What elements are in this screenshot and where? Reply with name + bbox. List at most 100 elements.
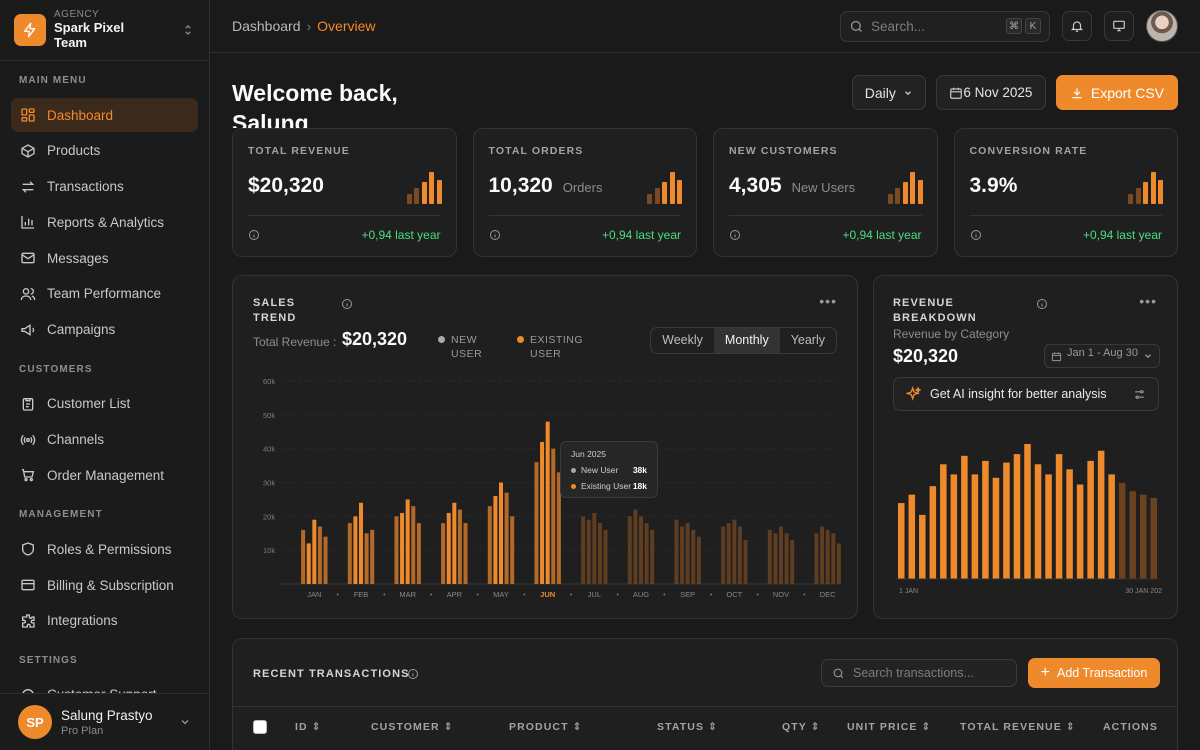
sales-trend-chart: 10k 20k 30k 40k 50k 60k JAN FEB MAR APR MAY JUN JUL A…: [263, 377, 841, 599]
bar: [992, 477, 1000, 579]
bar: [1087, 460, 1094, 579]
section-settings: SETTINGS: [19, 654, 78, 666]
bar: [510, 516, 515, 584]
sidebar-item-messages[interactable]: Messages: [11, 241, 198, 275]
tab-yearly[interactable]: Yearly: [790, 333, 825, 347]
column-qty[interactable]: QTY ⇕: [782, 721, 821, 733]
select-all-checkbox[interactable]: [253, 719, 267, 734]
bar: [674, 519, 679, 584]
bar: [370, 529, 375, 584]
x-tick-label: AUG: [633, 590, 649, 599]
section-customers: CUSTOMERS: [19, 363, 93, 375]
bar: [971, 474, 979, 579]
ai-insight-label: Get AI insight for better analysis: [930, 387, 1107, 401]
bar: [1108, 474, 1115, 579]
sidebar-item-order-management[interactable]: Order Management: [11, 458, 198, 492]
search-icon: [850, 20, 862, 32]
breadcrumb-current: Overview: [317, 18, 376, 34]
sort-icon: ⇕: [921, 720, 932, 733]
bar: [586, 519, 591, 584]
more-options-icon[interactable]: •••: [819, 293, 837, 309]
info-icon[interactable]: [970, 229, 982, 241]
bar: [312, 519, 317, 584]
info-icon[interactable]: [729, 229, 741, 241]
more-options-icon[interactable]: •••: [1139, 293, 1157, 309]
sparkbar: [887, 194, 893, 204]
date-value: 6 Nov 2025: [963, 84, 1033, 100]
sidebar-item-label: Integrations: [47, 613, 118, 629]
ai-insight-button[interactable]: Get AI insight for better analysis: [893, 377, 1159, 411]
sidebar-item-products[interactable]: Products: [11, 134, 198, 168]
profile-avatar[interactable]: [1146, 10, 1178, 42]
breadcrumb-separator: ›: [306, 18, 312, 34]
sparkbar: [421, 182, 427, 204]
bar: [1045, 474, 1052, 579]
tab-monthly[interactable]: Monthly: [713, 328, 780, 353]
kpi-sparkbars: [1128, 170, 1163, 204]
x-tick-label: OCT: [726, 590, 742, 599]
search-placeholder: Search...: [871, 18, 926, 34]
shortcut-key-cmd: ⌘: [1006, 18, 1022, 34]
info-icon[interactable]: [341, 298, 353, 310]
kpi-value: 10,320: [488, 174, 553, 197]
column-status[interactable]: STATUS ⇕: [657, 721, 718, 733]
column-customer[interactable]: CUSTOMER ⇕: [371, 721, 454, 733]
bar: [743, 540, 748, 584]
bar: [452, 502, 457, 584]
legend-label: EXISTING USER: [530, 334, 584, 360]
breadcrumb-root[interactable]: Dashboard: [232, 18, 301, 34]
sidebar-item-campaigns[interactable]: Campaigns: [11, 313, 198, 347]
chart-tooltip: Jun 2025 New User 38k Existing User 18k: [560, 441, 658, 498]
sparkbar: [414, 188, 419, 204]
bar: [696, 536, 701, 584]
sidebar-item-integrations[interactable]: Integrations: [11, 604, 198, 638]
info-icon[interactable]: [489, 229, 501, 241]
bar: [814, 533, 819, 584]
sidebar-item-customer-list[interactable]: Customer List: [11, 387, 198, 421]
info-icon[interactable]: [407, 668, 419, 680]
column-id[interactable]: ID ⇕: [295, 721, 322, 733]
date-range-select[interactable]: Jan 1 - Aug 30: [1044, 344, 1160, 368]
column-product[interactable]: PRODUCT ⇕: [509, 721, 583, 733]
user-menu[interactable]: SP Salung Prastyo Pro Plan: [0, 693, 209, 750]
x-separator-dot: [570, 593, 572, 596]
bar: [457, 509, 462, 584]
tooltip-existing-label: Existing User: [581, 481, 632, 491]
add-transaction-button[interactable]: + Add Transaction: [1028, 658, 1160, 688]
kpi-delta: +0,94 last year: [1082, 228, 1162, 242]
column-total-revenue[interactable]: TOTAL REVENUE ⇕: [960, 721, 1076, 733]
info-icon[interactable]: [248, 229, 260, 241]
sidebar-item-label: Messages: [47, 250, 109, 266]
tab-weekly[interactable]: Weekly: [662, 333, 703, 347]
team-switcher[interactable]: AGENCY Spark Pixel Team: [0, 0, 209, 61]
period-select[interactable]: Daily: [851, 75, 926, 110]
transactions-search-input[interactable]: Search transactions...: [821, 659, 1017, 687]
kpi-card-total-orders: TOTAL ORDERS 10,320 Orders +0,94 last yea…: [472, 128, 697, 257]
bar: [317, 526, 322, 584]
x-separator-dot: [336, 593, 339, 596]
info-icon[interactable]: [1036, 298, 1048, 310]
revenue-breakdown-panel: REVENUE BREAKDOWN ••• Revenue by Categor…: [873, 275, 1178, 619]
sparkbar: [1158, 180, 1163, 204]
sparkbar: [902, 182, 908, 204]
export-csv-button[interactable]: Export CSV: [1055, 75, 1178, 110]
sidebar-item-roles[interactable]: Roles & Permissions: [11, 532, 198, 566]
date-picker-button[interactable]: 6 Nov 2025: [935, 75, 1046, 110]
sidebar-item-team-performance[interactable]: Team Performance: [11, 277, 198, 311]
tooltip-month: Jun 2025: [571, 449, 606, 459]
bar: [1003, 462, 1010, 579]
sidebar-item-billing[interactable]: Billing & Subscription: [11, 568, 198, 602]
sidebar-item-channels[interactable]: Channels: [11, 423, 198, 457]
display-button[interactable]: [1104, 11, 1134, 41]
kpi-title: TOTAL ORDERS: [488, 145, 584, 157]
bar: [1013, 454, 1021, 579]
sidebar-item-reports[interactable]: Reports & Analytics: [11, 205, 198, 239]
notifications-button[interactable]: [1062, 11, 1092, 41]
search-input[interactable]: Search... ⌘ K: [840, 10, 1050, 42]
sidebar-item-transactions[interactable]: Transactions: [11, 170, 198, 204]
bar: [644, 523, 649, 584]
bar: [982, 460, 989, 579]
sidebar-item-dashboard[interactable]: Dashboard: [11, 98, 198, 132]
column-unit-price[interactable]: UNIT PRICE ⇕: [847, 721, 931, 733]
bar: [364, 533, 369, 584]
